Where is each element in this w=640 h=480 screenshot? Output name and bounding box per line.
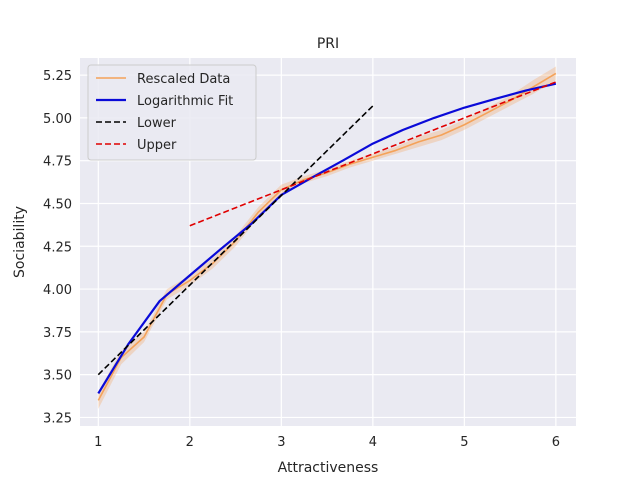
y-tick-label: 4.75 <box>43 155 72 170</box>
y-tick-label: 3.75 <box>43 326 72 341</box>
legend-label-rescaled-data: Rescaled Data <box>137 72 230 87</box>
legend-label-logarithmic-fit: Logarithmic Fit <box>137 94 233 109</box>
x-tick-labels: 1 2 3 4 5 6 <box>94 435 560 450</box>
x-tick-label: 4 <box>369 435 377 450</box>
legend-label-upper: Upper <box>137 138 177 153</box>
x-tick-label: 5 <box>460 435 468 450</box>
y-tick-label: 4.25 <box>43 240 72 255</box>
lower-line <box>97 105 374 376</box>
y-tick-labels: 3.25 3.50 3.75 4.00 4.25 4.50 4.75 5.00 5.25 <box>43 69 72 426</box>
y-tick-label: 5.00 <box>43 112 72 127</box>
legend-box <box>87 64 257 161</box>
legend-label-lower: Lower <box>137 116 177 131</box>
x-tick-label: 6 <box>552 435 560 450</box>
x-tick-label: 2 <box>186 435 194 450</box>
upper-line <box>189 81 557 227</box>
legend: Rescaled Data Logarithmic Fit Lower Upper <box>87 64 257 161</box>
y-axis-label: Sociability <box>12 206 28 278</box>
x-tick-label: 3 <box>277 435 285 450</box>
y-tick-label: 3.25 <box>43 411 72 426</box>
grid <box>80 58 576 426</box>
y-tick-label: 3.50 <box>43 369 72 384</box>
x-tick-label: 1 <box>94 435 102 450</box>
series-layer <box>97 72 557 401</box>
y-tick-label: 4.00 <box>43 283 72 298</box>
y-tick-label: 5.25 <box>43 69 72 84</box>
x-axis-label: Attractiveness <box>278 460 379 476</box>
logarithmic-fit-line <box>97 82 557 395</box>
chart-title: PRI <box>317 36 339 52</box>
y-tick-label: 4.50 <box>43 197 72 212</box>
